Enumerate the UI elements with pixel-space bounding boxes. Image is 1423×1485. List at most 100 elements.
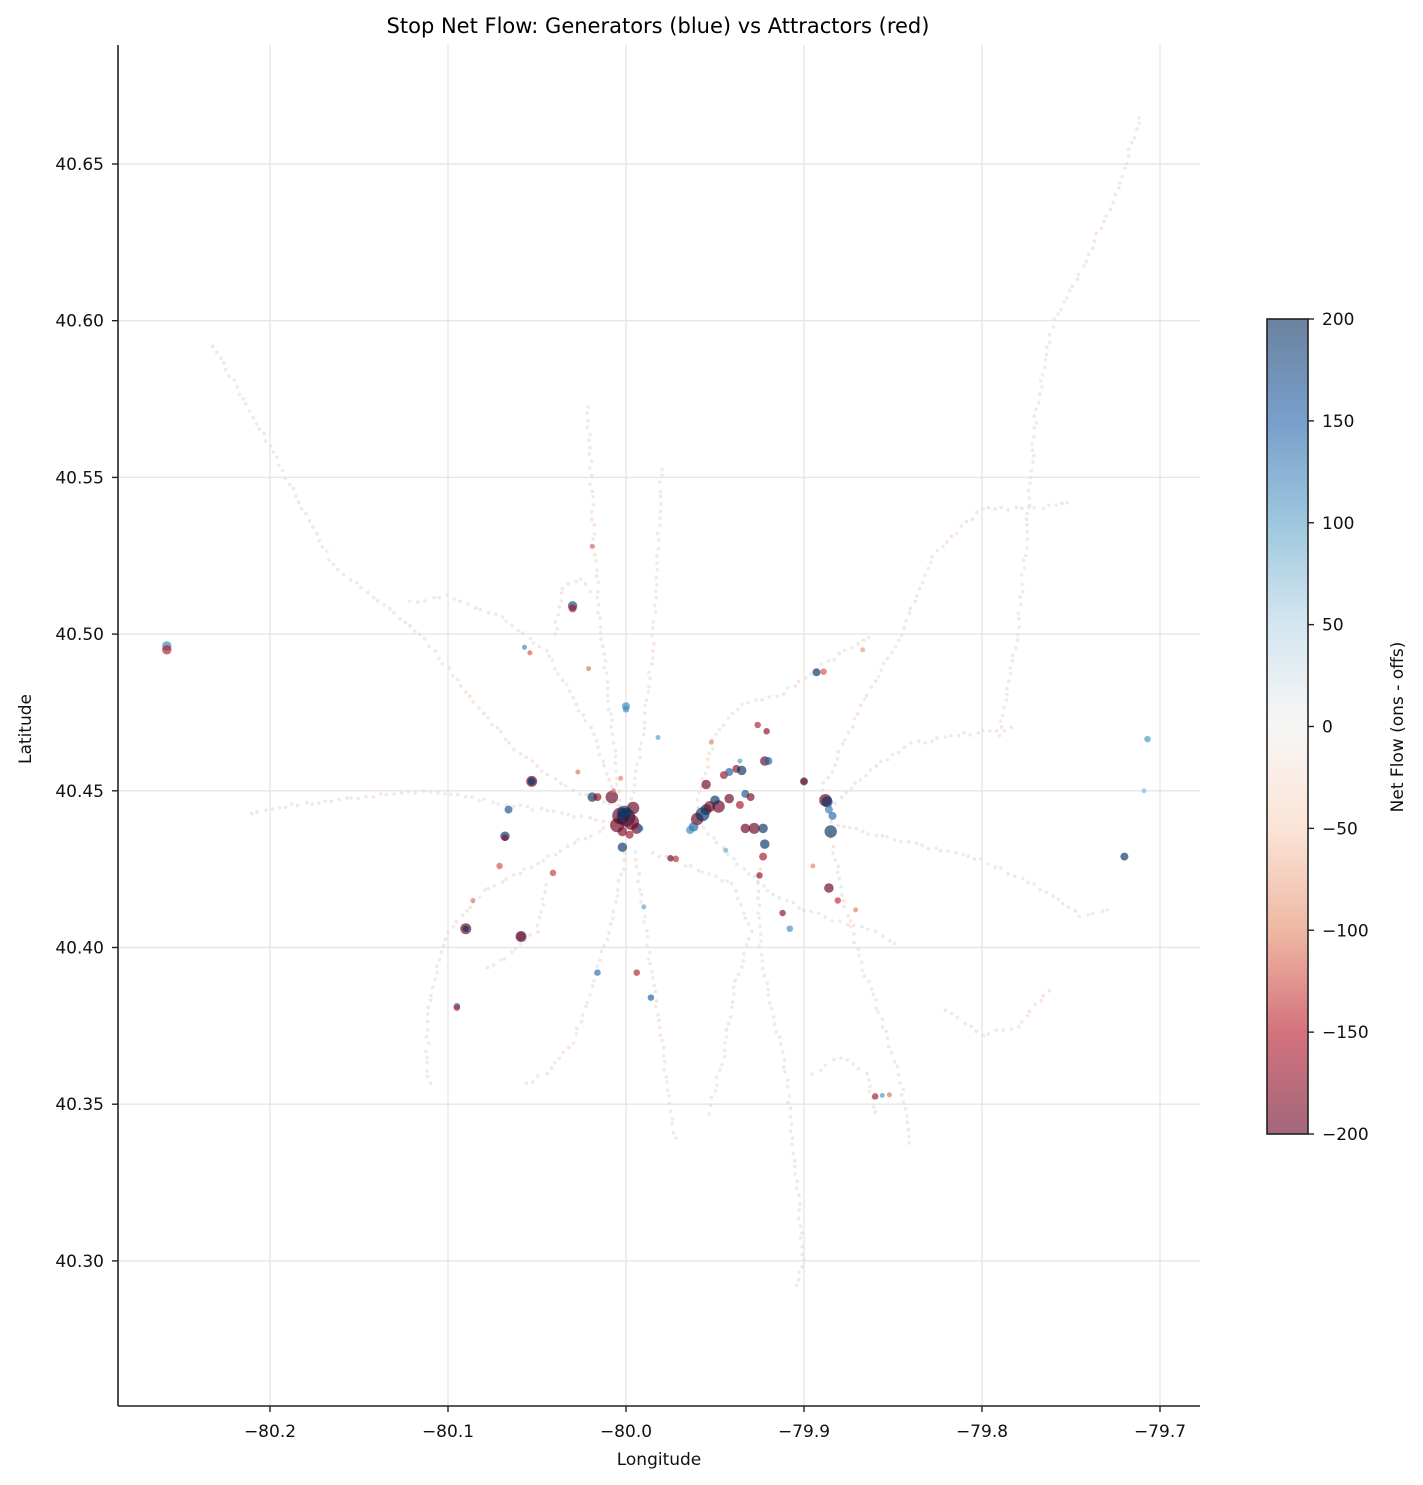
x-tick-label: −80.0 <box>600 1422 652 1442</box>
x-tick-label: −80.2 <box>244 1422 296 1442</box>
x-tick-label: −80.1 <box>422 1422 474 1442</box>
data-point <box>672 855 680 863</box>
colorbar-tick-label: 50 <box>1322 616 1344 636</box>
data-point <box>701 779 711 790</box>
data-point <box>758 823 768 834</box>
x-tick-label: −79.8 <box>956 1422 1008 1442</box>
data-point <box>737 758 743 764</box>
colorbar-tick-label: −100 <box>1322 921 1369 941</box>
data-point <box>527 777 536 786</box>
colorbar-tick-label: 0 <box>1322 718 1333 738</box>
data-point <box>824 825 837 838</box>
x-tick-label: −79.9 <box>778 1422 830 1442</box>
chart-title: Stop Net Flow: Generators (blue) vs Attr… <box>387 14 930 38</box>
data-point <box>549 869 557 877</box>
y-tick-label: 40.50 <box>55 625 104 645</box>
colorbar-tick-label: 100 <box>1322 514 1354 534</box>
data-point <box>871 1093 879 1100</box>
data-point <box>655 735 661 740</box>
colorbar-label: Net Flow (ons - offs) <box>1388 642 1408 813</box>
data-point <box>824 805 833 814</box>
data-point <box>1141 788 1147 794</box>
data-point <box>617 805 632 820</box>
data-point <box>756 872 763 879</box>
data-point <box>820 668 827 675</box>
data-point <box>647 994 655 1001</box>
y-tick-label: 40.60 <box>55 312 104 332</box>
colorbar: 200 150 100 50 0 −50 −100 −150 −200 Net Flow (on… <box>1266 310 1408 1145</box>
data-point <box>605 790 619 804</box>
data-point <box>812 668 821 677</box>
data-point <box>760 839 770 849</box>
y-tick-label: 40.40 <box>55 939 104 959</box>
scatter-points <box>162 543 1151 1100</box>
x-axis-ticks: −80.2 −80.1 −80.0 −79.9 −79.8 −79.7 <box>244 1406 1186 1442</box>
data-point <box>1120 852 1129 861</box>
data-point <box>636 825 644 832</box>
data-point <box>641 904 647 910</box>
data-point <box>622 706 630 713</box>
x-gridlines <box>269 45 1161 1406</box>
data-point <box>686 826 695 834</box>
data-point <box>754 721 761 729</box>
data-point <box>594 969 601 976</box>
data-point <box>462 925 470 932</box>
data-point <box>568 604 577 613</box>
data-point <box>633 969 640 976</box>
y-gridlines <box>118 163 1200 1262</box>
data-point <box>708 739 714 745</box>
data-point <box>667 854 674 862</box>
data-point <box>735 800 744 809</box>
data-point <box>162 645 172 655</box>
data-point <box>763 728 770 735</box>
data-point <box>736 765 747 776</box>
data-point <box>611 788 616 794</box>
data-point <box>618 775 624 781</box>
colorbar-tick-label: 200 <box>1322 310 1354 330</box>
data-point <box>496 862 503 870</box>
data-point <box>625 830 634 839</box>
colorbar-tick-label: −50 <box>1322 819 1358 839</box>
data-point <box>527 650 533 656</box>
data-point <box>779 909 786 917</box>
data-point <box>575 769 581 775</box>
colorbar-gradient <box>1266 318 1309 1135</box>
data-point <box>828 811 837 820</box>
data-point <box>860 647 866 653</box>
data-point <box>593 793 602 802</box>
data-point <box>853 907 859 913</box>
data-point <box>453 1004 461 1011</box>
data-point <box>764 757 773 765</box>
y-axis-label: Latitude <box>16 694 36 764</box>
data-point <box>786 925 794 932</box>
data-point <box>1144 735 1151 743</box>
data-point <box>586 666 592 672</box>
data-point <box>810 863 816 869</box>
data-point <box>879 1092 885 1098</box>
data-point <box>759 852 768 861</box>
data-point <box>834 897 842 904</box>
data-point <box>617 826 628 837</box>
y-tick-label: 40.35 <box>55 1095 104 1115</box>
data-point <box>886 1092 892 1098</box>
data-point <box>617 842 628 852</box>
background-stop-markers <box>210 116 1142 1288</box>
colorbar-tick-label: −200 <box>1322 1125 1369 1145</box>
data-point <box>710 795 720 805</box>
colorbar-tick-label: −150 <box>1322 1023 1369 1043</box>
data-point <box>470 898 476 903</box>
colorbar-ticks: 200 150 100 50 0 −50 −100 −150 −200 <box>1308 310 1369 1145</box>
data-point <box>515 931 527 942</box>
x-axis-label: Longitude <box>617 1450 702 1470</box>
y-tick-label: 40.65 <box>55 155 104 175</box>
data-point <box>746 793 755 802</box>
y-tick-label: 40.30 <box>55 1252 104 1272</box>
x-tick-label: −79.7 <box>1134 1422 1186 1442</box>
colorbar-tick-label: 150 <box>1322 412 1354 432</box>
data-point <box>725 768 734 776</box>
data-point <box>824 883 834 893</box>
y-tick-label: 40.45 <box>55 782 104 802</box>
y-tick-label: 40.55 <box>55 468 104 488</box>
data-point <box>740 823 751 834</box>
